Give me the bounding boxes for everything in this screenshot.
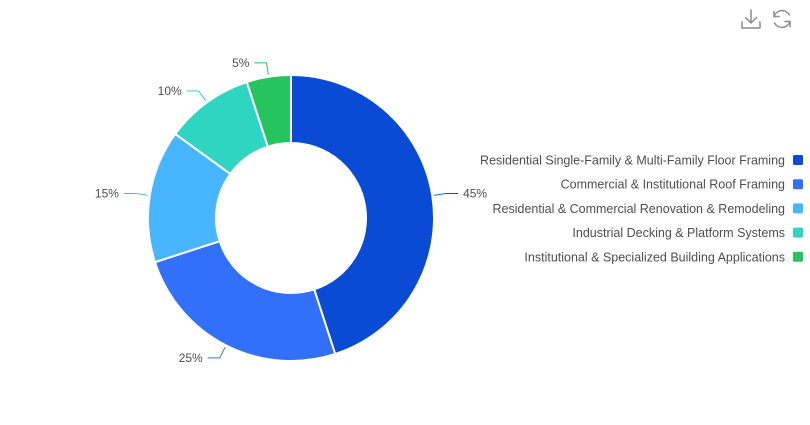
slices-layer [147, 73, 435, 362]
legend-label: Industrial Decking & Platform Systems [572, 226, 785, 240]
legend-swatch [793, 227, 803, 238]
legend-swatch [793, 251, 803, 262]
pie-slice[interactable] [153, 239, 337, 362]
leader-line [254, 62, 269, 75]
legend-item[interactable]: Residential & Commercial Renovation & Re… [493, 202, 804, 216]
pie-slice[interactable] [290, 73, 435, 356]
leader-lines-layer [123, 62, 459, 359]
legend-item[interactable]: Institutional & Specialized Building App… [524, 250, 803, 264]
pie-slice[interactable] [245, 73, 292, 148]
leader-line [207, 346, 226, 359]
legend: Residential Single-Family & Multi-Family… [480, 154, 804, 264]
data-label: 45% [463, 186, 487, 200]
legend-swatch [793, 203, 803, 214]
download-icon[interactable] [740, 8, 762, 30]
legend-swatch [793, 179, 803, 190]
legend-label: Residential Single-Family & Multi-Family… [480, 154, 785, 168]
data-label: 15% [95, 186, 119, 200]
data-labels-layer: 45% 25% 15% 10% 5% [95, 56, 488, 365]
legend-item[interactable]: Residential Single-Family & Multi-Family… [480, 154, 803, 168]
data-label: 5% [232, 56, 250, 70]
leader-line [186, 90, 207, 101]
refresh-icon[interactable] [770, 8, 794, 30]
legend-item[interactable]: Commercial & Institutional Roof Framing [561, 178, 803, 192]
data-label: 10% [158, 84, 182, 98]
legend-item[interactable]: Industrial Decking & Platform Systems [572, 226, 803, 240]
legend-label: Institutional & Specialized Building App… [524, 250, 785, 264]
legend-label: Residential & Commercial Renovation & Re… [493, 202, 786, 216]
legend-swatch [793, 155, 803, 165]
leader-line [434, 192, 459, 196]
legend-label: Commercial & Institutional Roof Framing [561, 178, 785, 192]
data-label: 25% [179, 351, 203, 365]
leader-line [123, 192, 148, 196]
